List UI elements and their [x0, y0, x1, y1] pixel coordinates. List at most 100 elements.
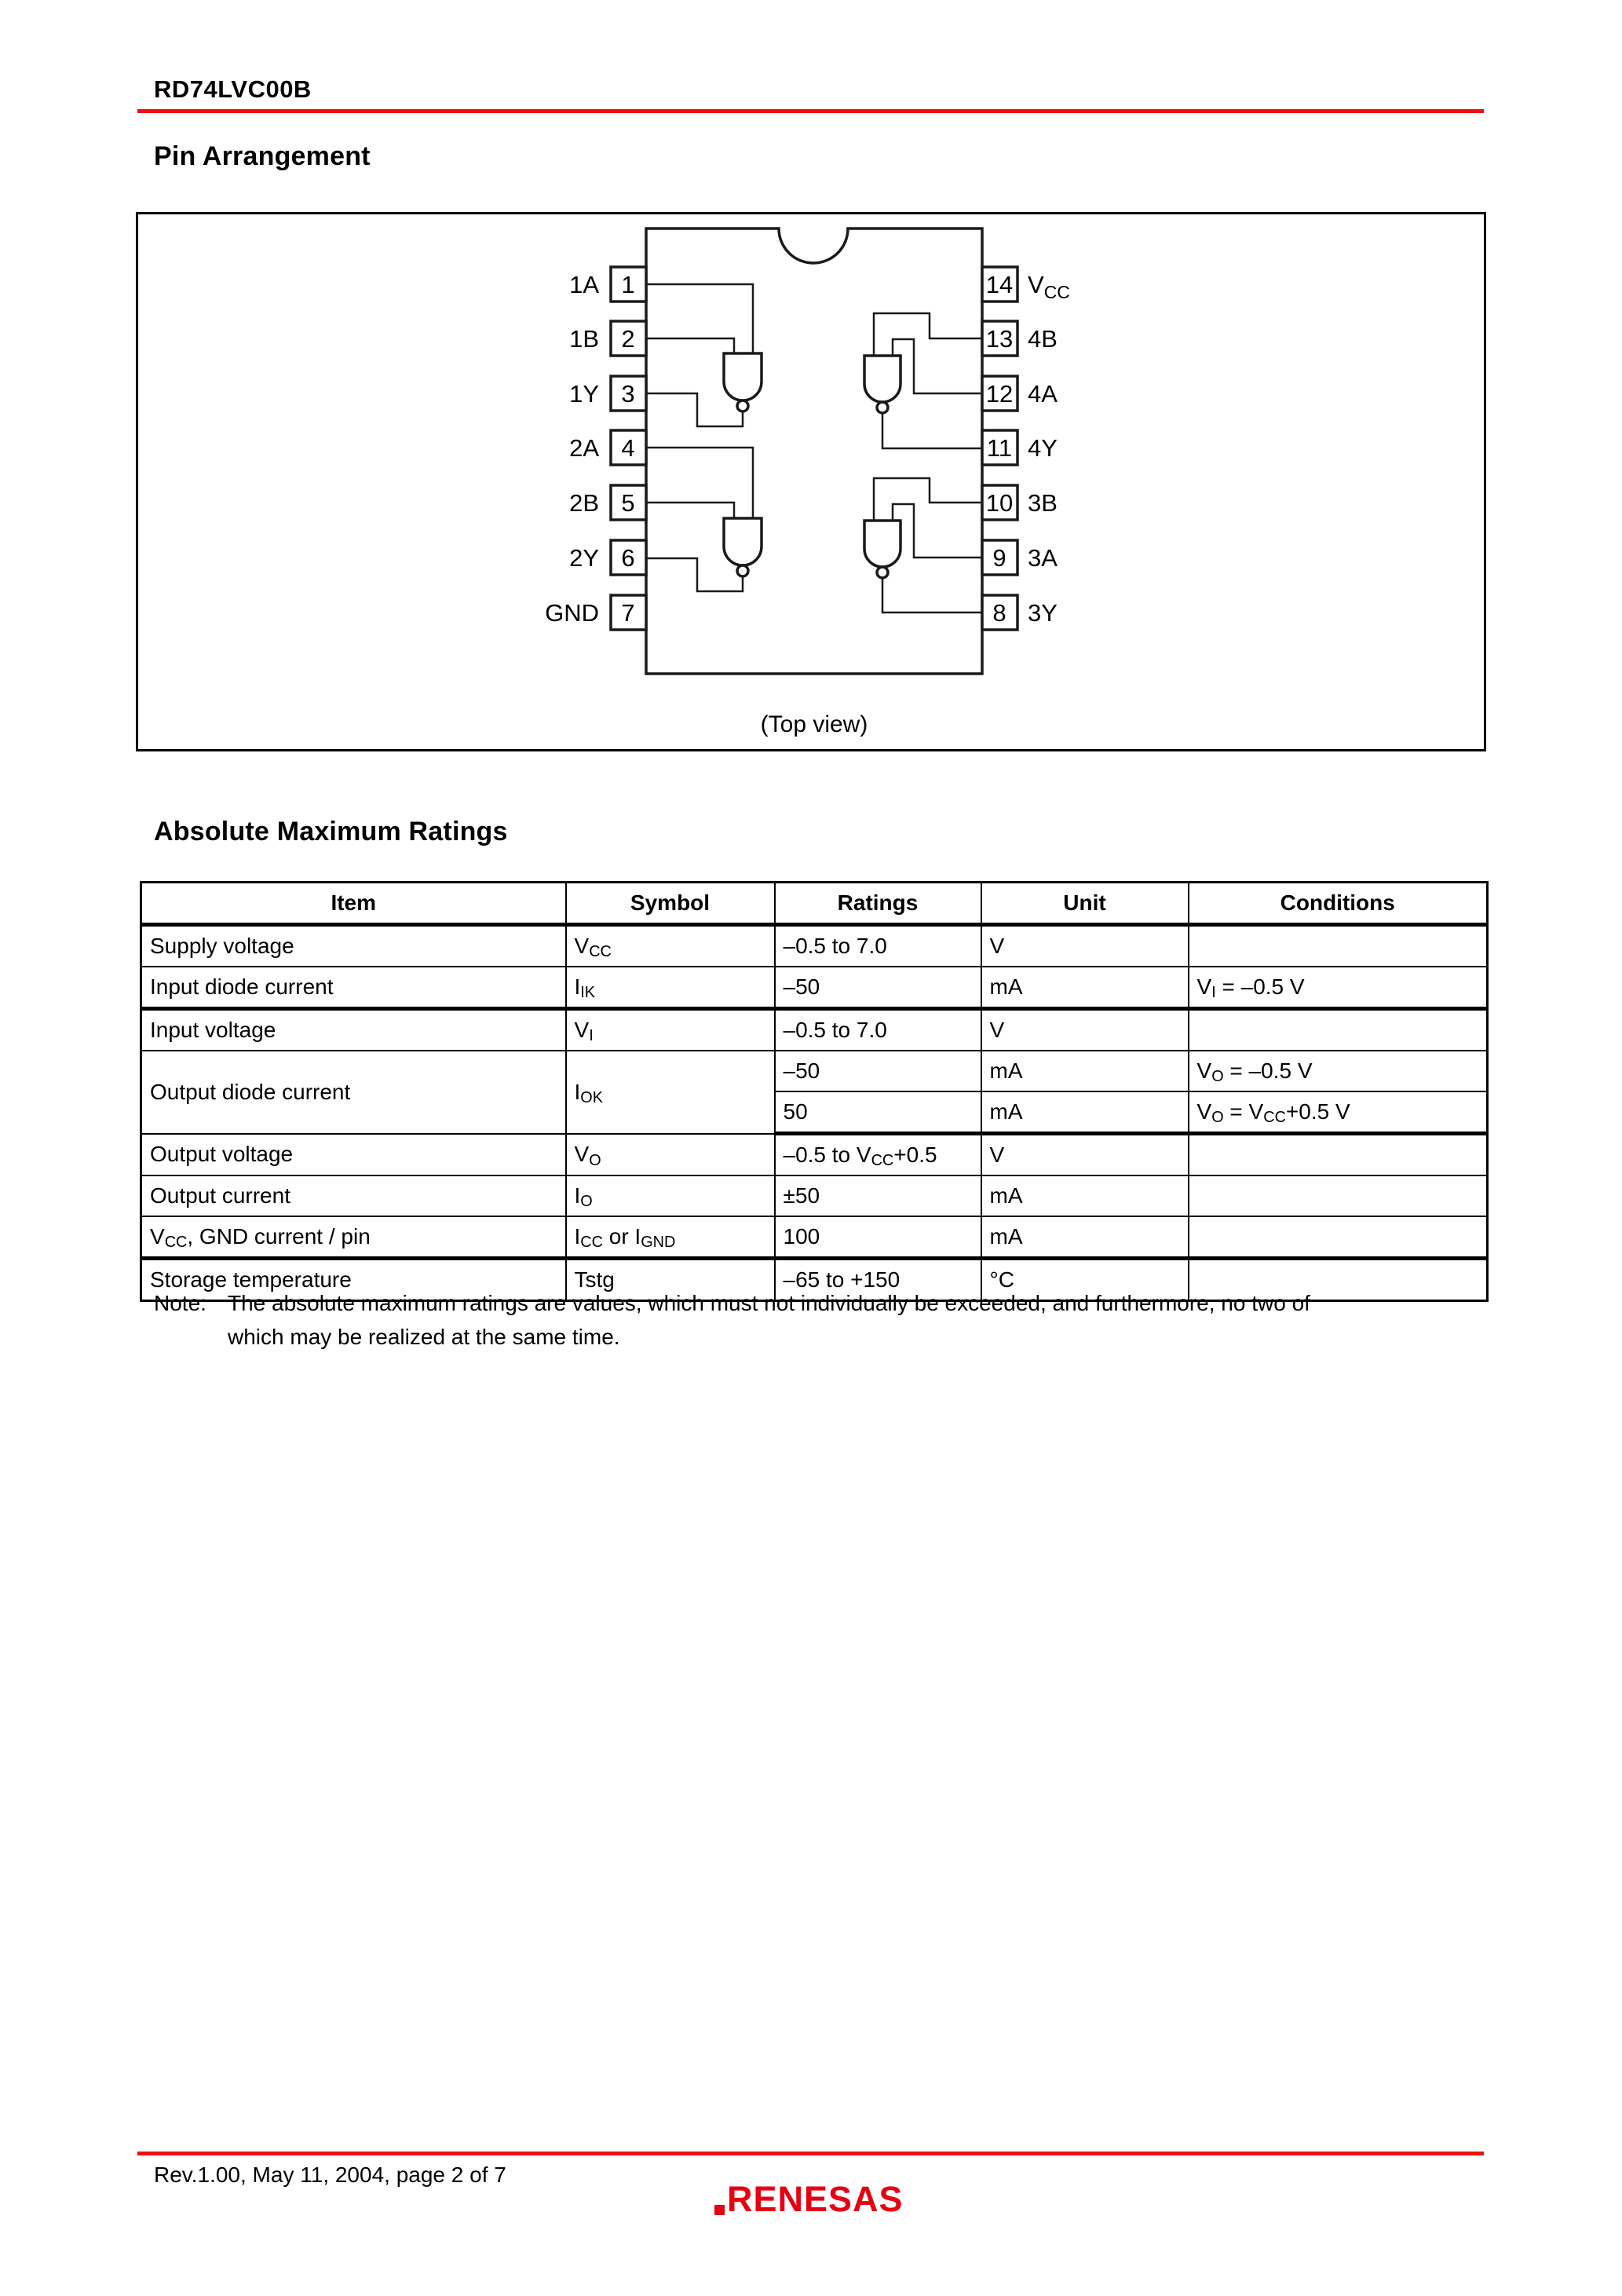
gate4-wires [872, 312, 982, 450]
cell-unit: mA [980, 1091, 1189, 1135]
renesas-logo-svg: RENESAS [714, 2179, 903, 2219]
cell-symbol: VO [564, 1132, 776, 1176]
cell-symbol: IIK [564, 966, 776, 1011]
document-title: RD74LVC00B [154, 75, 312, 103]
cell-unit: V [980, 1007, 1189, 1051]
pin-number: 1 [621, 271, 634, 298]
nand-gate-2 [722, 517, 763, 567]
cell-item: Input voltage [140, 1007, 567, 1051]
table-row: Output diode current IOK –50 mA VO = –0.… [140, 1050, 1489, 1135]
cell-conditions [1187, 1175, 1489, 1217]
pin-arrangement-heading: Pin Arrangement [154, 141, 371, 171]
abs-max-heading: Absolute Maximum Ratings [154, 817, 508, 846]
abs-max-table: Item Symbol Ratings Unit Conditions Supp… [140, 881, 1489, 1302]
cell-conditions [1187, 1132, 1489, 1176]
nand-gate-2-bubble [736, 564, 750, 578]
pin-label-3A: 3A [1028, 544, 1058, 572]
cell-symbol: IOK [564, 1050, 776, 1135]
pin-box-12 [981, 375, 1019, 412]
pin-number: 4 [621, 434, 634, 462]
table-row: Output voltage VO –0.5 to VCC+0.5 V [140, 1132, 1489, 1176]
pin-box-7 [609, 594, 648, 631]
pin-box-5 [609, 484, 648, 521]
pin-label-3Y: 3Y [1028, 599, 1058, 627]
pin-box-11 [981, 429, 1019, 466]
col-header-symbol: Symbol [564, 881, 776, 927]
cell-item: Output voltage [140, 1132, 567, 1176]
pin-label-3B: 3B [1028, 489, 1058, 517]
pin-label-VCC: VCC [1028, 271, 1070, 302]
pin-number: 3 [621, 380, 634, 408]
table-note: Note: The absolute maximum ratings are v… [154, 1286, 1310, 1354]
nand-gate-4 [863, 354, 902, 404]
cell-ratings: ±50 [773, 1175, 982, 1217]
cell-unit: mA [980, 1216, 1189, 1260]
cell-conditions: VO = VCC+0.5 V [1187, 1091, 1489, 1135]
cell-ratings: 50 [773, 1091, 982, 1135]
cell-unit: mA [980, 966, 1189, 1011]
table-header-row: Item Symbol Ratings Unit Conditions [140, 881, 1489, 927]
cell-item: Storage temperature [140, 1257, 567, 1302]
header-rule [137, 109, 1484, 113]
nand-gate-3 [863, 519, 902, 569]
cell-symbol: Tstg [564, 1257, 776, 1302]
cell-conditions [1187, 1257, 1489, 1302]
pin-label-1A: 1A [569, 271, 599, 298]
note-line-2: which may be realized at the same time. [228, 1325, 620, 1349]
cell-ratings: –0.5 to VCC+0.5 [773, 1132, 982, 1176]
cell-unit: mA [980, 1050, 1189, 1092]
cell-conditions: VO = –0.5 V [1187, 1050, 1489, 1092]
pin-number: 7 [621, 599, 634, 627]
cell-item: Input diode current [140, 966, 567, 1011]
footer-rule [137, 2152, 1484, 2155]
note-line-1: The absolute maximum ratings are values,… [228, 1291, 1310, 1315]
ic-body [645, 227, 984, 675]
pin-label-2B: 2B [569, 489, 599, 517]
pin-number: 13 [986, 325, 1013, 353]
cell-conditions [1187, 923, 1489, 967]
table-row: Output current IO ±50 mA [140, 1175, 1489, 1217]
pin-diagram: 1 2 3 4 5 6 7 14 13 12 11 10 9 8 1A 1B 1… [136, 212, 1486, 751]
pin-label-1B: 1B [569, 325, 599, 353]
pin-arrangement-figure: 1 2 3 4 5 6 7 14 13 12 11 10 9 8 1A 1B 1… [136, 212, 1486, 751]
cell-ratings: 100 [773, 1216, 982, 1260]
nand-gate-4-bubble [875, 400, 890, 415]
table-row: VCC, GND current / pin ICC or IGND 100 m… [140, 1216, 1489, 1260]
footer-revision-text: Rev.1.00, May 11, 2004, page 2 of 7 [154, 2163, 506, 2187]
note-label: Note: [154, 1291, 206, 1315]
cell-symbol: ICC or IGND [564, 1216, 776, 1260]
pin-label-2Y: 2Y [569, 544, 599, 572]
figure-border [136, 212, 1486, 751]
cell-unit: V [980, 923, 1189, 967]
col-header-unit: Unit [980, 881, 1189, 927]
cell-item: Supply voltage [140, 923, 567, 967]
pin-number: 14 [986, 271, 1013, 298]
table-row: Supply voltage VCC –0.5 to 7.0 V [140, 923, 1489, 967]
cell-unit: mA [980, 1175, 1189, 1217]
col-header-ratings: Ratings [773, 881, 982, 927]
pin-number: 12 [986, 380, 1013, 408]
pin-label-4B: 4B [1028, 325, 1058, 353]
cell-ratings: –0.5 to 7.0 [773, 923, 982, 967]
table-row: Storage temperature Tstg –65 to +150 °C [140, 1257, 1489, 1302]
table-row: 50 mA VO = VCC+0.5 V [141, 1091, 1489, 1135]
pin-label-GND: GND [545, 599, 599, 627]
cell-ratings: –65 to +150 [773, 1257, 982, 1302]
table-row: Input voltage VI –0.5 to 7.0 V [140, 1007, 1489, 1051]
pin-box-2 [609, 320, 648, 357]
pin-box-1 [609, 265, 648, 303]
note-text: The absolute maximum ratings are values,… [228, 1286, 1310, 1354]
top-view-caption: (Top view) [761, 711, 868, 737]
gate1-wires [646, 283, 754, 428]
renesas-logo: RENESAS [707, 2175, 915, 2226]
cell-symbol: IO [564, 1175, 776, 1217]
pin-label-2A: 2A [569, 434, 599, 462]
pin-number: 8 [992, 599, 1006, 627]
pin-box-8 [981, 594, 1019, 631]
pin-box-13 [981, 320, 1019, 357]
pin-box-3 [609, 375, 648, 412]
pin-number: 2 [621, 325, 634, 353]
gate3-wires [872, 477, 982, 614]
cell-ratings: –50 [773, 1050, 982, 1092]
